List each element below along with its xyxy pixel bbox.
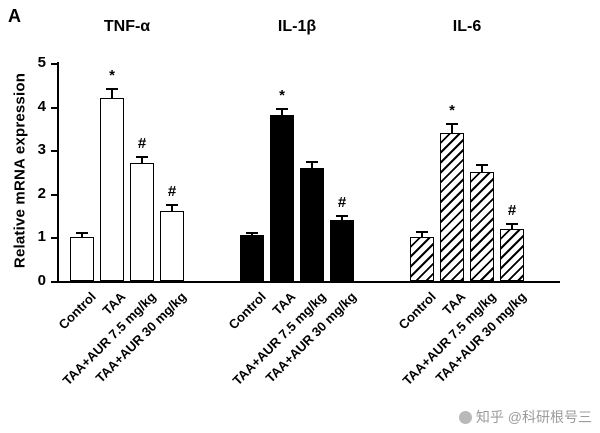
group-title: TNF-α [103,18,151,35]
bar [270,115,294,281]
error-bar-cap [336,214,348,217]
watermark-text: 知乎 @科研根号三 [475,409,592,425]
error-bar-whisker [481,165,483,172]
group-title: IL-1β [277,18,317,35]
x-tick-label: Control [55,289,99,333]
x-tick-label: Control [225,289,269,333]
bar [470,172,494,281]
significance-marker: # [137,134,147,152]
bar [410,237,434,281]
bar [440,132,464,281]
significance-marker: * [449,102,455,120]
error-bar-cap [76,232,88,235]
y-axis-line [57,62,59,283]
y-axis-tick [51,237,57,240]
bar [240,235,264,281]
bar [100,97,124,281]
error-bar-whisker [451,124,453,133]
bar [130,163,154,281]
error-bar-whisker [421,232,423,238]
y-tick-label: 3 [37,141,46,159]
bar [330,219,354,281]
zhihu-logo-icon [458,410,472,424]
error-bar-cap [166,203,178,206]
y-axis-tick [51,281,57,283]
significance-marker: * [279,86,285,104]
error-bar-cap [506,223,518,226]
y-axis-tick [51,63,57,65]
y-tick-label: 1 [37,228,46,246]
y-tick-label: 2 [37,184,46,202]
significance-marker: # [167,182,177,200]
y-axis-tick [51,193,57,196]
x-axis-line [57,281,560,283]
error-bar-cap [106,88,118,91]
error-bar-whisker [251,233,253,236]
panel-label: A [8,6,21,26]
error-bar-cap [136,155,148,158]
error-bar-whisker [311,162,313,168]
error-bar-cap [246,232,258,235]
error-bar-whisker [341,215,343,220]
y-tick-label: 0 [37,272,46,289]
error-bar-whisker [81,233,83,238]
error-bar-whisker [141,156,143,164]
watermark: 知乎 @科研根号三 [458,407,592,427]
significance-marker: # [507,202,517,220]
y-axis-tick [51,106,57,109]
error-bar-cap [416,231,428,234]
error-bar-cap [276,107,288,110]
error-bar-whisker [111,89,113,98]
y-tick-label: 4 [37,97,46,115]
bar [160,211,184,281]
error-bar-whisker [171,204,173,212]
error-bar-whisker [511,224,513,229]
bar [500,228,524,281]
y-tick-label: 5 [37,54,46,71]
significance-marker: * [109,67,115,85]
x-tick-label: Control [395,289,439,333]
significance-marker: # [337,193,347,211]
bar [70,237,94,281]
error-bar-cap [476,164,488,167]
bar [300,167,324,281]
error-bar-whisker [281,108,283,116]
error-bar-cap [306,161,318,164]
group-title: IL-6 [452,18,482,35]
y-axis-tick [51,150,57,153]
error-bar-cap [446,123,458,126]
